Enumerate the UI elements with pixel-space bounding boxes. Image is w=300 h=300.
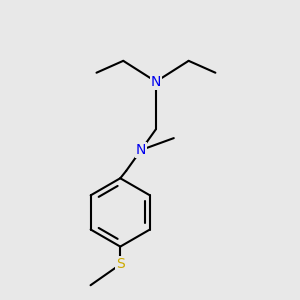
Text: N: N (151, 75, 161, 88)
Text: N: N (136, 143, 146, 157)
Text: S: S (116, 257, 125, 272)
